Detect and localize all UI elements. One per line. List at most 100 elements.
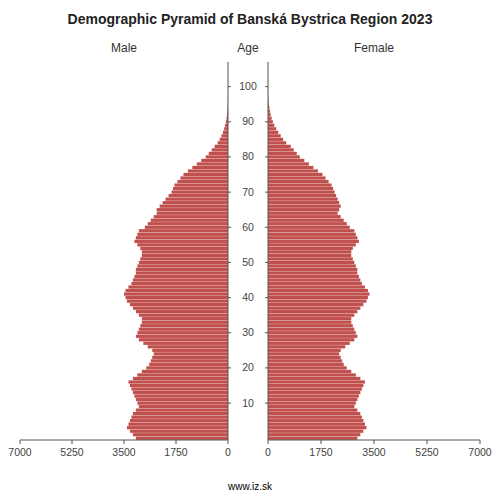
bar xyxy=(268,373,356,376)
tick xyxy=(265,121,268,122)
bar xyxy=(142,254,228,257)
bar xyxy=(163,201,228,204)
bar xyxy=(268,236,357,239)
bar xyxy=(201,159,228,162)
bar xyxy=(133,412,228,415)
bar xyxy=(143,342,228,345)
bar xyxy=(268,271,357,274)
bar xyxy=(268,303,363,306)
bar xyxy=(268,173,323,176)
axis-label: Age xyxy=(237,41,259,55)
bar xyxy=(268,307,360,310)
bar xyxy=(268,240,359,243)
bar xyxy=(268,194,336,197)
tick xyxy=(265,86,268,87)
bar xyxy=(133,391,228,394)
bar xyxy=(268,152,297,155)
bar xyxy=(148,222,228,225)
bar xyxy=(136,268,228,271)
annotation: www.iz.sk xyxy=(227,481,273,492)
bar xyxy=(130,430,228,433)
bar xyxy=(166,198,228,201)
bar xyxy=(131,416,228,419)
bar xyxy=(268,124,274,127)
tick xyxy=(228,332,231,333)
bar xyxy=(268,261,354,264)
bar xyxy=(268,324,353,327)
bar xyxy=(268,131,278,134)
bar xyxy=(160,205,228,208)
bar xyxy=(139,328,228,331)
tick-label: 100 xyxy=(239,80,257,92)
bar xyxy=(268,430,363,433)
bar xyxy=(268,285,365,288)
tick-label: 7000 xyxy=(8,446,32,458)
bar xyxy=(140,257,228,260)
bar xyxy=(268,419,363,422)
bar xyxy=(209,152,228,155)
bar xyxy=(220,138,228,141)
bar xyxy=(268,120,273,123)
tick xyxy=(20,440,21,444)
tick xyxy=(228,440,229,444)
bar xyxy=(268,314,354,317)
bar xyxy=(130,303,228,306)
bar xyxy=(268,380,365,383)
bar xyxy=(268,278,360,281)
bar xyxy=(146,366,228,369)
bar xyxy=(183,173,228,176)
bar xyxy=(268,275,359,278)
bar xyxy=(136,236,228,239)
y-axis xyxy=(228,62,229,440)
bar xyxy=(268,292,369,295)
bar xyxy=(268,254,351,257)
bars xyxy=(124,85,228,440)
bar xyxy=(268,366,347,369)
bar xyxy=(268,198,338,201)
bar xyxy=(268,363,344,366)
bar xyxy=(268,331,356,334)
bar xyxy=(268,416,362,419)
bar xyxy=(134,240,228,243)
bar xyxy=(149,363,228,366)
bar xyxy=(268,394,359,397)
bar xyxy=(142,321,228,324)
bar xyxy=(268,264,356,267)
bar xyxy=(136,335,228,338)
tick-label: 5250 xyxy=(60,446,84,458)
bar xyxy=(268,345,345,348)
bar xyxy=(127,426,228,429)
bar xyxy=(268,155,300,158)
bar xyxy=(268,233,356,236)
bar xyxy=(268,250,351,253)
bar xyxy=(152,356,228,359)
tick xyxy=(228,156,231,157)
bar xyxy=(268,377,360,380)
tick xyxy=(480,440,481,444)
bar xyxy=(192,166,228,169)
bar xyxy=(268,180,329,183)
bar xyxy=(268,289,368,292)
bar xyxy=(268,296,368,299)
bar xyxy=(140,324,228,327)
bar xyxy=(136,310,228,313)
tick-label: 20 xyxy=(242,361,254,373)
bar xyxy=(268,222,347,225)
bar xyxy=(268,205,341,208)
bar xyxy=(154,215,228,218)
bar xyxy=(173,187,228,190)
tick-label: 1750 xyxy=(309,446,333,458)
bar xyxy=(268,134,281,137)
bar xyxy=(268,187,333,190)
bar xyxy=(180,176,228,179)
bar xyxy=(133,377,228,380)
bar xyxy=(268,247,353,250)
tick-label: 0 xyxy=(265,446,271,458)
tick-label: 7000 xyxy=(468,446,492,458)
bar xyxy=(268,169,318,172)
bar xyxy=(139,338,228,341)
bar xyxy=(268,159,304,162)
bar xyxy=(268,433,360,436)
bar xyxy=(136,437,228,440)
tick xyxy=(228,121,231,122)
